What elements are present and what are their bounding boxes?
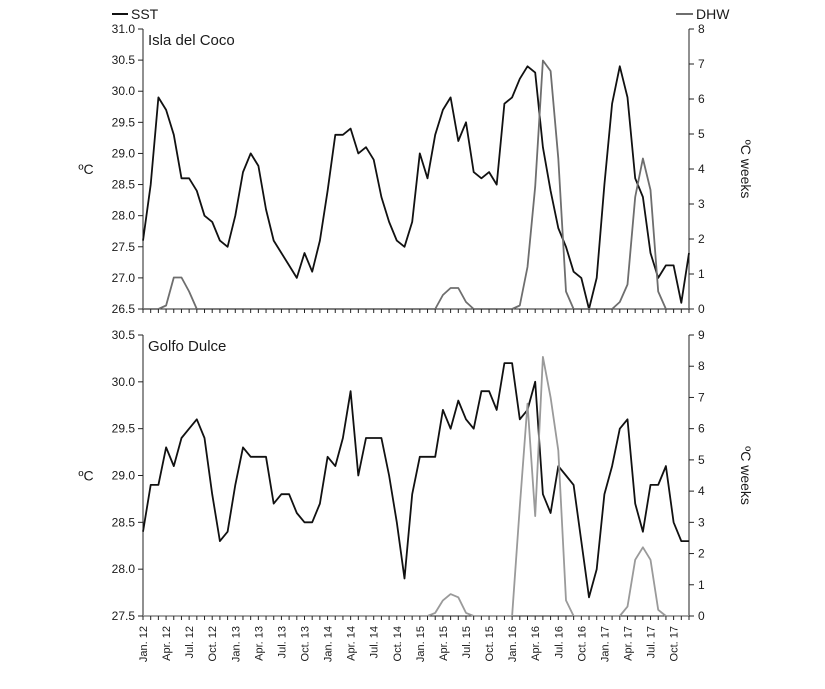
x-tick-label: Oct. 13 <box>299 626 311 661</box>
panel-golfo-dulce: 27.5 28.0 28.5 29.0 29.5 30.0 30.5 0 1 2 3 4 5 6 7 8 9 ºC… <box>78 328 754 623</box>
panel-title: Isla del Coco <box>148 32 235 49</box>
y-right-tick-label: 2 <box>698 547 705 561</box>
y-right-tick-label: 7 <box>698 57 705 71</box>
y-right-tick-label: 3 <box>698 515 705 529</box>
x-tick-label: Jul. 14 <box>369 626 381 658</box>
y-right-tick-label: 7 <box>698 390 705 404</box>
y-left-tick-label: 30.5 <box>112 53 136 67</box>
y-left-tick-label: 26.5 <box>112 302 136 316</box>
x-tick-label: Oct. 17 <box>669 626 681 661</box>
x-tick-label: Jul. 16 <box>553 626 565 658</box>
y-left-tick-label: 28.5 <box>112 178 136 192</box>
y-left-tick-label: 28.0 <box>112 562 136 576</box>
y-left-tick-label: 29.0 <box>112 469 136 483</box>
y-left-axis-title: ºC <box>78 468 93 484</box>
x-tick-label: Jul. 13 <box>276 626 288 658</box>
x-tick-label: Apr. 15 <box>438 626 450 661</box>
x-tick-label: Jul. 15 <box>461 626 473 658</box>
legend-dhw-label: DHW <box>696 6 730 22</box>
y-right-tick-label: 6 <box>698 92 705 106</box>
x-tick-label: Apr. 17 <box>622 626 634 661</box>
y-left-tick-label: 29.5 <box>112 115 136 129</box>
y-left-axis-title: ºC <box>78 161 93 177</box>
y-right-tick-label: 5 <box>698 453 705 467</box>
x-tick-label: Jan. 17 <box>599 626 611 662</box>
x-tick-label: Oct. 12 <box>207 626 219 661</box>
y-right-tick-label: 0 <box>698 609 705 623</box>
y-left-tick-label: 27.0 <box>112 271 136 285</box>
y-right-tick-label: 1 <box>698 267 705 281</box>
panel-title: Golfo Dulce <box>148 338 226 355</box>
y-right-tick-label: 4 <box>698 484 705 498</box>
y-right-tick-label: 3 <box>698 197 705 211</box>
y-right-tick-label: 1 <box>698 578 705 592</box>
x-tick-label: Jan. 16 <box>507 626 519 662</box>
y-right-tick-label: 6 <box>698 422 705 436</box>
y-left-tick-label: 28.0 <box>112 209 136 223</box>
dhw-series-line <box>143 355 689 617</box>
legend-sst-label: SST <box>131 6 159 22</box>
y-left-tick-label: 29.5 <box>112 422 136 436</box>
x-tick-label: Jan. 15 <box>415 626 427 662</box>
y-left-tick-label: 30.5 <box>112 328 136 342</box>
y-right-axis-title: ºC weeks <box>738 140 754 199</box>
panel-isla-del-coco: 26.5 27.0 27.5 28.0 28.5 29.0 29.5 30.0 30.5 31.0… <box>78 22 754 316</box>
y-left-tick-label: 31.0 <box>112 22 136 36</box>
y-left-tick-label: 27.5 <box>112 609 136 623</box>
dhw-series-line <box>143 59 689 310</box>
y-left-tick-label: 30.0 <box>112 375 136 389</box>
y-left-tick-label: 28.5 <box>112 515 136 529</box>
y-right-tick-label: 0 <box>698 302 705 316</box>
y-left-tick-label: 30.0 <box>112 84 136 98</box>
x-tick-label: Apr. 16 <box>530 626 542 661</box>
x-tick-label: Apr. 14 <box>346 626 358 661</box>
sst-series-line <box>142 65 690 310</box>
y-right-tick-label: 8 <box>698 359 705 373</box>
y-right-tick-label: 5 <box>698 127 705 141</box>
legend: SST DHW <box>112 6 730 22</box>
x-tick-label: Oct. 15 <box>484 626 496 661</box>
x-tick-label: Oct. 14 <box>392 626 404 661</box>
x-tick-label: Apr. 12 <box>161 626 173 661</box>
x-tick-label: Oct. 16 <box>576 626 588 661</box>
x-tick-label: Jan. 12 <box>138 626 150 662</box>
x-tick-label: Jan. 13 <box>230 626 242 662</box>
x-tick-label: Apr. 13 <box>253 626 265 661</box>
y-right-tick-label: 9 <box>698 328 705 342</box>
x-tick-label: Jan. 14 <box>323 626 335 662</box>
y-left-tick-label: 29.0 <box>112 146 136 160</box>
sst-series-line <box>142 362 689 599</box>
x-tick-label: Jul. 17 <box>646 626 658 658</box>
y-right-tick-label: 4 <box>698 162 705 176</box>
x-axis: Jan. 12 Apr. 12 Jul. 12 Oct. 12 Jan. 13 Apr. … <box>138 309 690 662</box>
y-left-tick-label: 27.5 <box>112 240 136 254</box>
y-right-axis-title: ºC weeks <box>738 446 754 505</box>
x-tick-label: Jul. 12 <box>184 626 196 658</box>
y-right-tick-label: 2 <box>698 232 705 246</box>
y-right-tick-label: 8 <box>698 22 705 36</box>
